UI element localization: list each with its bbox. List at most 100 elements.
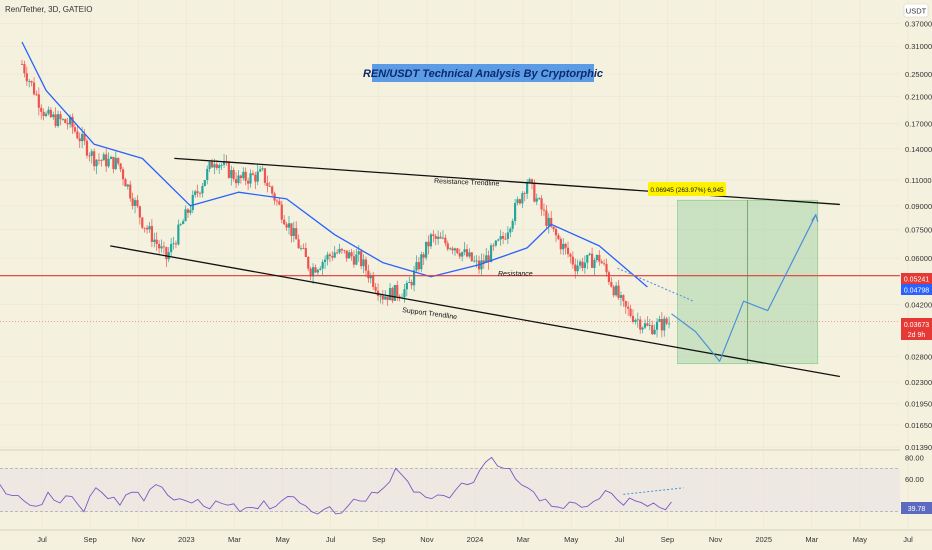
- candle-body: [109, 156, 113, 159]
- candle-body: [651, 325, 654, 335]
- price-tick-label: 0.01650: [905, 421, 932, 430]
- candle-body: [141, 217, 144, 228]
- candle-body: [615, 285, 618, 296]
- candle-body: [148, 226, 151, 230]
- time-tick-label: Mar: [228, 535, 241, 544]
- candle-body: [583, 262, 586, 269]
- candle-body: [473, 260, 476, 262]
- currency-label: USDT: [906, 7, 927, 16]
- candle-body: [660, 319, 663, 331]
- candle-body: [280, 204, 283, 220]
- time-tick-label: 2023: [178, 535, 195, 544]
- candle-body: [295, 228, 298, 240]
- candle-body: [345, 250, 348, 259]
- candle-body: [259, 169, 262, 172]
- candle-body: [105, 154, 108, 167]
- candle-body: [350, 252, 353, 257]
- candle-body: [172, 243, 175, 245]
- time-tick-label: Mar: [805, 535, 818, 544]
- time-tick-label: May: [564, 535, 578, 544]
- time-tick-label: Sep: [372, 535, 385, 544]
- candle-body: [95, 159, 98, 167]
- candle-body: [302, 248, 305, 249]
- candle-body: [326, 254, 329, 260]
- candle-body: [227, 162, 230, 178]
- price-tick-label: 0.25000: [905, 70, 932, 79]
- candle-body: [569, 254, 572, 257]
- candle-body: [427, 241, 430, 247]
- candle-body: [47, 109, 50, 114]
- candle-body: [179, 224, 182, 225]
- candle-body: [287, 223, 291, 228]
- candle-body: [242, 171, 245, 179]
- candle-body: [516, 199, 519, 204]
- candle-body: [422, 254, 425, 258]
- candle-body: [201, 186, 204, 194]
- candle-body: [165, 247, 168, 260]
- candle-body: [571, 256, 574, 265]
- candle-body: [285, 224, 288, 228]
- headline-text: REN/USDT Technical Analysis By Cryptorph…: [363, 68, 603, 80]
- candle-body: [343, 250, 346, 252]
- candle-body: [451, 248, 454, 251]
- candle-body: [208, 161, 211, 169]
- candle-body: [624, 301, 627, 307]
- candle-body: [648, 325, 651, 327]
- candle-body: [23, 64, 26, 74]
- candle-body: [316, 269, 319, 273]
- candle-body: [56, 114, 60, 126]
- candle-body: [449, 248, 452, 250]
- candle-body: [244, 171, 247, 181]
- candle-body: [319, 268, 322, 270]
- support-trendline: [110, 245, 840, 378]
- candle-body: [617, 285, 620, 298]
- candle-body: [456, 248, 459, 254]
- price-tick-label: 0.21000: [905, 92, 932, 101]
- candle-body: [328, 254, 331, 256]
- candle-body: [470, 252, 473, 262]
- candle-body: [653, 329, 656, 335]
- candle-body: [530, 179, 534, 183]
- candle-body: [489, 245, 493, 263]
- candle-body: [590, 253, 594, 268]
- candle-body: [453, 248, 457, 251]
- candle-body: [540, 198, 543, 210]
- candle-body: [364, 259, 368, 271]
- candle-body: [610, 282, 613, 287]
- time-tick-label: May: [276, 535, 290, 544]
- resistance-trendline-label: Resistance Trendline: [434, 178, 500, 188]
- candle-body: [381, 295, 384, 300]
- candle-body: [237, 175, 240, 184]
- candle-body: [278, 201, 281, 205]
- candle-body: [254, 174, 257, 182]
- candle-body: [631, 315, 635, 322]
- candle-body: [511, 220, 514, 229]
- time-axis-ticks: Jul Sep Nov 2023 Mar May Jul Sep Nov 2024 Mar May Ju…: [37, 535, 913, 544]
- candle-body: [437, 236, 440, 239]
- candle-body: [61, 119, 64, 120]
- candle-body: [528, 179, 531, 183]
- candle-body: [533, 182, 536, 202]
- candle-body: [158, 243, 161, 249]
- currency-chip[interactable]: [903, 3, 929, 18]
- last-price-value: 0.03673: [904, 322, 929, 329]
- candle-body: [93, 151, 96, 167]
- ema-price-badge: [901, 284, 932, 295]
- candle-body: [323, 259, 327, 263]
- price-tick-label: 0.07500: [905, 225, 932, 234]
- candle-body: [88, 155, 91, 157]
- candle-body: [535, 198, 538, 202]
- candle-body: [598, 254, 601, 262]
- candle-body: [357, 251, 360, 255]
- candle-body: [655, 321, 659, 330]
- candle-body: [362, 259, 365, 267]
- candle-body: [230, 170, 233, 178]
- candle-body: [367, 270, 370, 279]
- candle-body: [509, 228, 512, 233]
- symbol-title: Ren/Tether, 3D, GATEIO: [5, 5, 92, 14]
- candle-body: [352, 256, 356, 265]
- candle-body: [119, 163, 122, 170]
- candle-body: [646, 323, 649, 326]
- candle-body: [268, 185, 271, 187]
- resistance-price-value: 0.05241: [904, 277, 929, 284]
